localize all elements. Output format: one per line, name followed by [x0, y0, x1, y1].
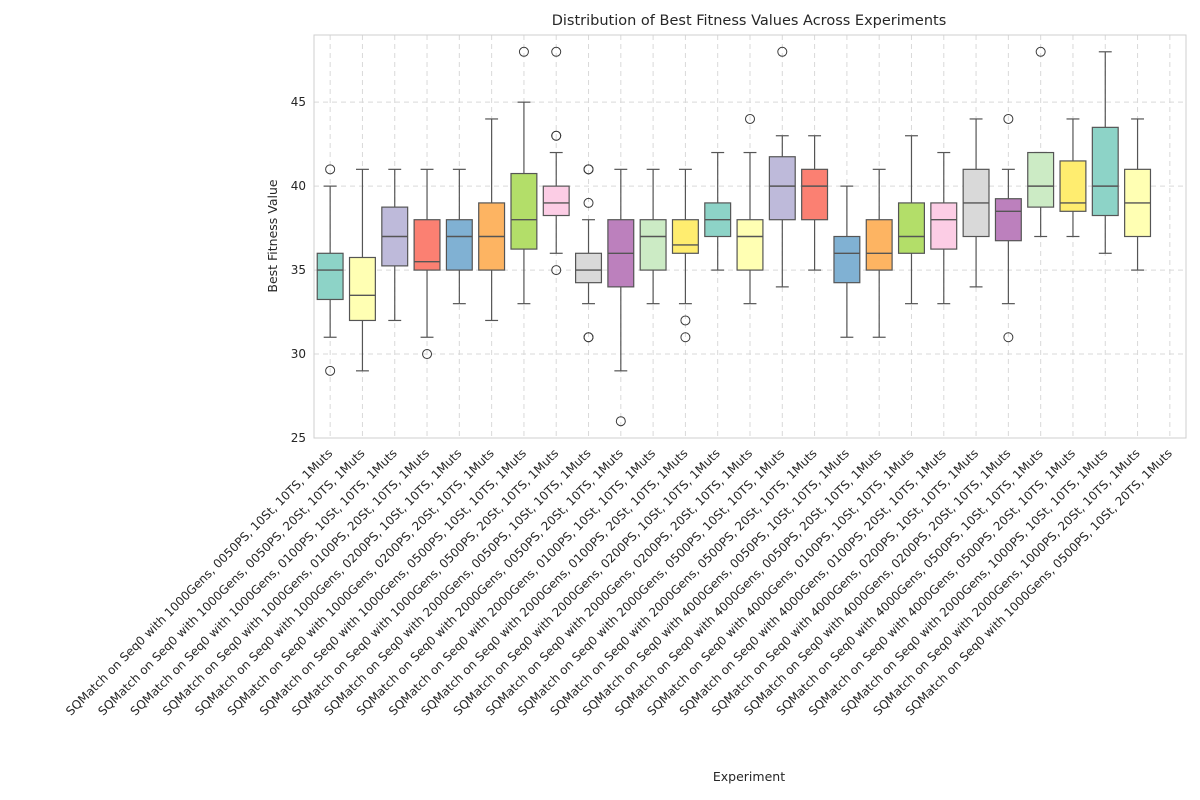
box-14 — [736, 113, 764, 305]
outlier-point — [745, 113, 755, 124]
box-25 — [1091, 51, 1119, 254]
box-iqr — [1059, 160, 1087, 212]
outlier-point — [551, 46, 562, 57]
outlier-point — [1035, 46, 1046, 57]
box-20 — [930, 151, 958, 305]
box-iqr — [801, 168, 829, 221]
box-17 — [833, 185, 861, 338]
y-tick-label: 25 — [291, 431, 306, 445]
box-iqr — [348, 256, 376, 322]
y-tick-label: 45 — [291, 95, 306, 109]
box-iqr — [316, 252, 344, 301]
y-tick-labels: 25 30 35 40 45 — [291, 95, 306, 445]
box-iqr — [1027, 151, 1055, 208]
outlier-point — [615, 416, 626, 427]
box-7 — [510, 46, 538, 305]
box-iqr — [574, 252, 603, 284]
box-iqr — [768, 156, 796, 221]
box-15 — [768, 46, 796, 288]
box-1 — [316, 164, 344, 376]
box-iqr — [671, 219, 699, 254]
box-iqr — [833, 235, 861, 284]
box-iqr — [639, 219, 667, 271]
box-26 — [1124, 118, 1152, 271]
outlier-point — [1003, 332, 1014, 343]
outlier-point — [1003, 113, 1014, 124]
box-9 — [574, 164, 603, 343]
box-19 — [897, 135, 926, 305]
box-18 — [865, 168, 893, 338]
box-21 — [962, 118, 990, 288]
box-23 — [1027, 46, 1055, 238]
y-axis-label: Best Fitness Value — [265, 179, 280, 293]
outlier-point — [325, 365, 336, 376]
box-iqr — [897, 202, 926, 254]
outlier-point — [422, 349, 433, 360]
outlier-point — [583, 332, 594, 343]
boxes — [316, 46, 1152, 427]
box-13 — [704, 151, 732, 271]
box-3 — [381, 168, 409, 322]
box-iqr — [1091, 126, 1119, 217]
box-12 — [671, 168, 699, 343]
x-axis-label: Experiment — [713, 769, 785, 784]
box-2 — [348, 168, 376, 372]
box-iqr — [994, 198, 1022, 242]
box-iqr — [510, 172, 538, 250]
y-tick-label: 30 — [291, 347, 306, 361]
outlier-point — [777, 46, 788, 57]
chart-title: Distribution of Best Fitness Values Acro… — [552, 13, 947, 29]
box-5 — [445, 168, 473, 305]
box-8 — [542, 46, 570, 276]
outlier-point — [518, 46, 529, 57]
box-iqr — [542, 185, 570, 217]
box-iqr — [736, 219, 764, 271]
box-22 — [994, 113, 1022, 343]
plot-frame — [313, 34, 1187, 439]
y-tick-label: 40 — [291, 179, 306, 193]
box-6 — [478, 118, 506, 322]
box-24 — [1059, 118, 1087, 238]
outlier-point — [325, 164, 336, 175]
y-tick-label: 35 — [291, 263, 306, 277]
outlier-point — [583, 197, 594, 208]
outlier-point — [583, 164, 594, 175]
box-iqr — [930, 202, 958, 250]
outlier-point — [680, 332, 691, 343]
box-iqr — [445, 219, 473, 271]
box-10 — [607, 168, 635, 427]
box-iqr — [865, 219, 893, 271]
box-4 — [413, 168, 441, 360]
x-tick-labels: SQMatch on Seq0 with 1000Gens, 0050PS, 1… — [63, 446, 1175, 718]
box-iqr — [413, 219, 441, 271]
box-16 — [801, 135, 829, 271]
outlier-point — [551, 265, 562, 276]
outlier-point — [680, 315, 691, 326]
outlier-point — [551, 130, 562, 141]
box-11 — [639, 168, 667, 305]
